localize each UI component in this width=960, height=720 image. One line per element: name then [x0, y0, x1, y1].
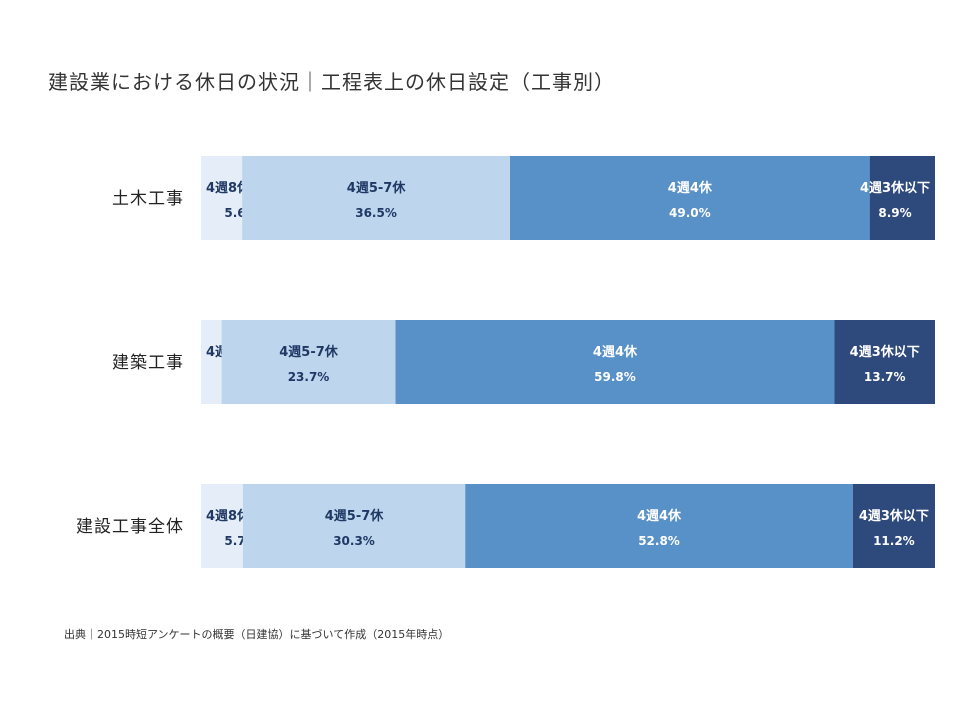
bar-segment [852, 484, 935, 568]
bar-segment [395, 320, 835, 404]
segment-value-label: 23.7% [288, 370, 330, 384]
segment-series-label: 4週5-7休 [347, 180, 407, 196]
chart-title: 建設業における休日の状況｜工程表上の休日設定（工事別） [48, 70, 615, 94]
bar-segment [869, 156, 935, 240]
bar-segment [242, 484, 466, 568]
segment-series-label: 4週4休 [668, 180, 713, 196]
category-label: 建築工事 [112, 353, 184, 373]
bar-segment [834, 320, 935, 404]
segment-series-label: 4週3休以下 [859, 508, 929, 524]
category-label: 土木工事 [112, 189, 184, 209]
segment-value-label: 13.7% [864, 370, 906, 384]
category-label: 建設工事全体 [76, 517, 184, 537]
segment-series-label: 4週4休 [593, 344, 638, 360]
segment-value-label: 30.3% [333, 534, 375, 548]
segment-value-label: 8.9% [878, 206, 911, 220]
bar-segment [510, 156, 870, 240]
bar-segment [201, 156, 243, 240]
bar-segment [221, 320, 396, 404]
segment-series-label: 4週5-7休 [279, 344, 339, 360]
segment-value-label: 49.0% [669, 206, 711, 220]
bar-segment [201, 484, 243, 568]
segment-value-label: 11.2% [873, 534, 915, 548]
segment-value-label: 36.5% [355, 206, 397, 220]
bar-segment [201, 320, 222, 404]
segment-value-label: 59.8% [594, 370, 636, 384]
segment-series-label: 4週4休 [637, 508, 682, 524]
bar-segment [242, 156, 511, 240]
segment-series-label: 4週3休以下 [860, 180, 930, 196]
segment-value-label: 52.8% [638, 534, 680, 548]
bar-segment [465, 484, 853, 568]
source-note: 出典｜2015時短アンケートの概要（日建協）に基づいて作成（2015年時点） [64, 628, 450, 641]
segment-series-label: 4週3休以下 [850, 344, 920, 360]
segment-series-label: 4週5-7休 [325, 508, 385, 524]
